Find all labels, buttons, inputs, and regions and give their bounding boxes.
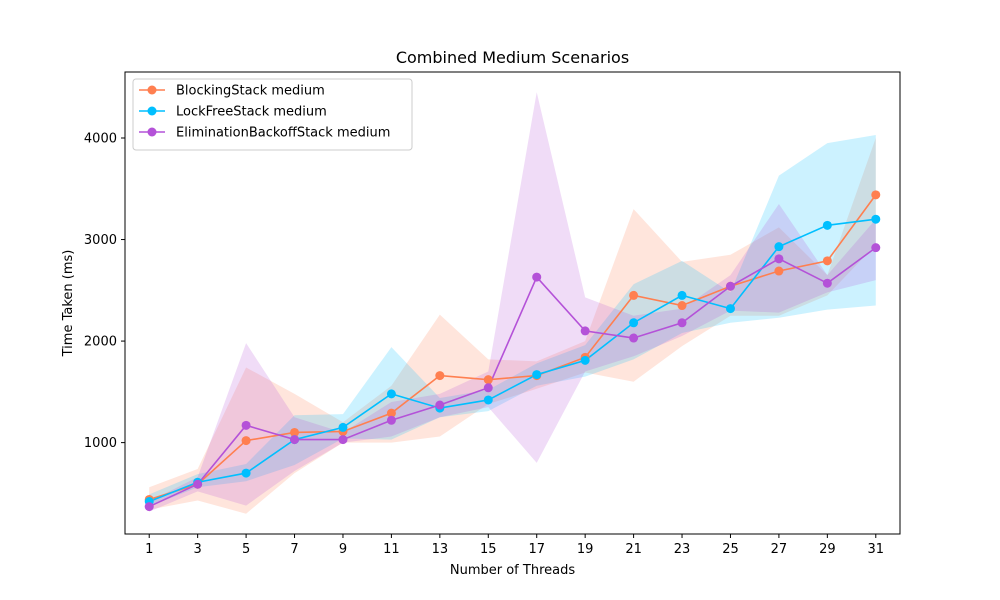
point-eliminationbackoffstack-medium <box>580 326 590 336</box>
point-eliminationbackoffstack-medium <box>774 254 784 264</box>
plot-area-frame <box>124 71 901 535</box>
point-blockingstack-medium <box>435 371 445 381</box>
x-tick-label: 5 <box>242 542 250 557</box>
point-eliminationbackoffstack-medium <box>629 333 639 343</box>
point-lockfreestack-medium <box>580 355 590 365</box>
x-tick-label: 17 <box>528 542 545 557</box>
legend-entry-eliminationbackoffstack-medium: EliminationBackoffStack medium <box>139 126 390 141</box>
y-tick-label: 4000 <box>84 132 117 147</box>
point-blockingstack-medium <box>822 256 832 266</box>
point-eliminationbackoffstack-medium <box>483 383 493 393</box>
point-blockingstack-medium <box>241 436 251 446</box>
point-lockfreestack-medium <box>532 370 542 380</box>
line-eliminationbackoffstack-medium <box>148 247 877 508</box>
x-tick-label: 3 <box>194 542 202 557</box>
point-blockingstack-medium <box>290 427 300 437</box>
x-axis-label: Number of Threads <box>450 563 575 578</box>
confidence-bands <box>149 92 876 514</box>
point-lockfreestack-medium <box>822 220 832 230</box>
point-eliminationbackoffstack-medium <box>144 502 154 512</box>
point-lockfreestack-medium <box>338 422 348 432</box>
y-tick-label: 3000 <box>84 233 117 248</box>
y-axis-ticks: 1000 2000 3000 4000 <box>84 132 125 451</box>
x-tick-label: 15 <box>480 542 497 557</box>
legend-label: BlockingStack medium <box>176 84 325 99</box>
point-lockfreestack-medium <box>725 304 735 314</box>
point-blockingstack-medium <box>677 301 687 311</box>
point-eliminationbackoffstack-medium <box>338 435 348 445</box>
point-eliminationbackoffstack-medium <box>871 243 881 253</box>
x-tick-label: 31 <box>868 542 885 557</box>
band-blockingstack-medium <box>149 138 876 514</box>
legend-label: LockFreeStack medium <box>176 105 327 120</box>
x-tick-label: 11 <box>383 542 400 557</box>
legend-entry-lockfreestack-medium: LockFreeStack medium <box>139 105 327 120</box>
legend-box <box>132 78 413 151</box>
point-lockfreestack-medium <box>774 242 784 252</box>
legend-marker <box>147 85 157 95</box>
point-eliminationbackoffstack-medium <box>386 415 396 425</box>
point-blockingstack-medium <box>629 290 639 300</box>
series-points <box>144 190 881 512</box>
y-tick-label: 2000 <box>84 335 117 350</box>
point-eliminationbackoffstack-medium <box>193 479 203 489</box>
legend-marker <box>147 127 157 137</box>
point-eliminationbackoffstack-medium <box>822 278 832 288</box>
x-tick-label: 9 <box>339 542 347 557</box>
point-eliminationbackoffstack-medium <box>435 400 445 410</box>
x-tick-label: 1 <box>145 542 153 557</box>
point-lockfreestack-medium <box>871 214 881 224</box>
x-tick-label: 27 <box>771 542 788 557</box>
point-blockingstack-medium <box>386 408 396 418</box>
legend-entry-blockingstack-medium: BlockingStack medium <box>139 84 325 99</box>
chart-title: Combined Medium Scenarios <box>396 48 629 67</box>
line-lockfreestack-medium <box>148 218 876 503</box>
x-tick-label: 25 <box>722 542 739 557</box>
point-lockfreestack-medium <box>241 468 251 478</box>
x-tick-label: 13 <box>432 542 449 557</box>
x-tick-label: 7 <box>290 542 298 557</box>
point-eliminationbackoffstack-medium <box>532 272 542 282</box>
point-eliminationbackoffstack-medium <box>241 420 251 430</box>
point-blockingstack-medium <box>871 190 881 200</box>
legend-label: EliminationBackoffStack medium <box>176 126 390 141</box>
point-eliminationbackoffstack-medium <box>290 435 300 445</box>
x-tick-label: 23 <box>674 542 691 557</box>
y-axis-label: Time Taken (ms) <box>61 250 76 358</box>
legend-marker <box>147 106 157 116</box>
point-blockingstack-medium <box>774 266 784 276</box>
point-eliminationbackoffstack-medium <box>677 318 687 328</box>
point-lockfreestack-medium <box>483 395 493 405</box>
point-blockingstack-medium <box>483 375 493 385</box>
legend: BlockingStack medium LockFreeStack medium… <box>132 78 413 151</box>
series-lines <box>148 194 877 508</box>
y-tick-label: 1000 <box>84 436 117 451</box>
point-lockfreestack-medium <box>386 389 396 399</box>
band-eliminationbackoffstack-medium <box>149 92 876 512</box>
x-tick-label: 29 <box>819 542 836 557</box>
point-eliminationbackoffstack-medium <box>725 281 735 291</box>
point-lockfreestack-medium <box>677 290 687 300</box>
band-lockfreestack-medium <box>149 134 876 507</box>
point-lockfreestack-medium <box>629 318 639 328</box>
x-tick-label: 19 <box>577 542 594 557</box>
x-tick-label: 21 <box>625 542 642 557</box>
x-axis-ticks: 1 3 5 7 9 11 13 15 17 19 21 23 25 27 29 31 <box>145 534 884 557</box>
